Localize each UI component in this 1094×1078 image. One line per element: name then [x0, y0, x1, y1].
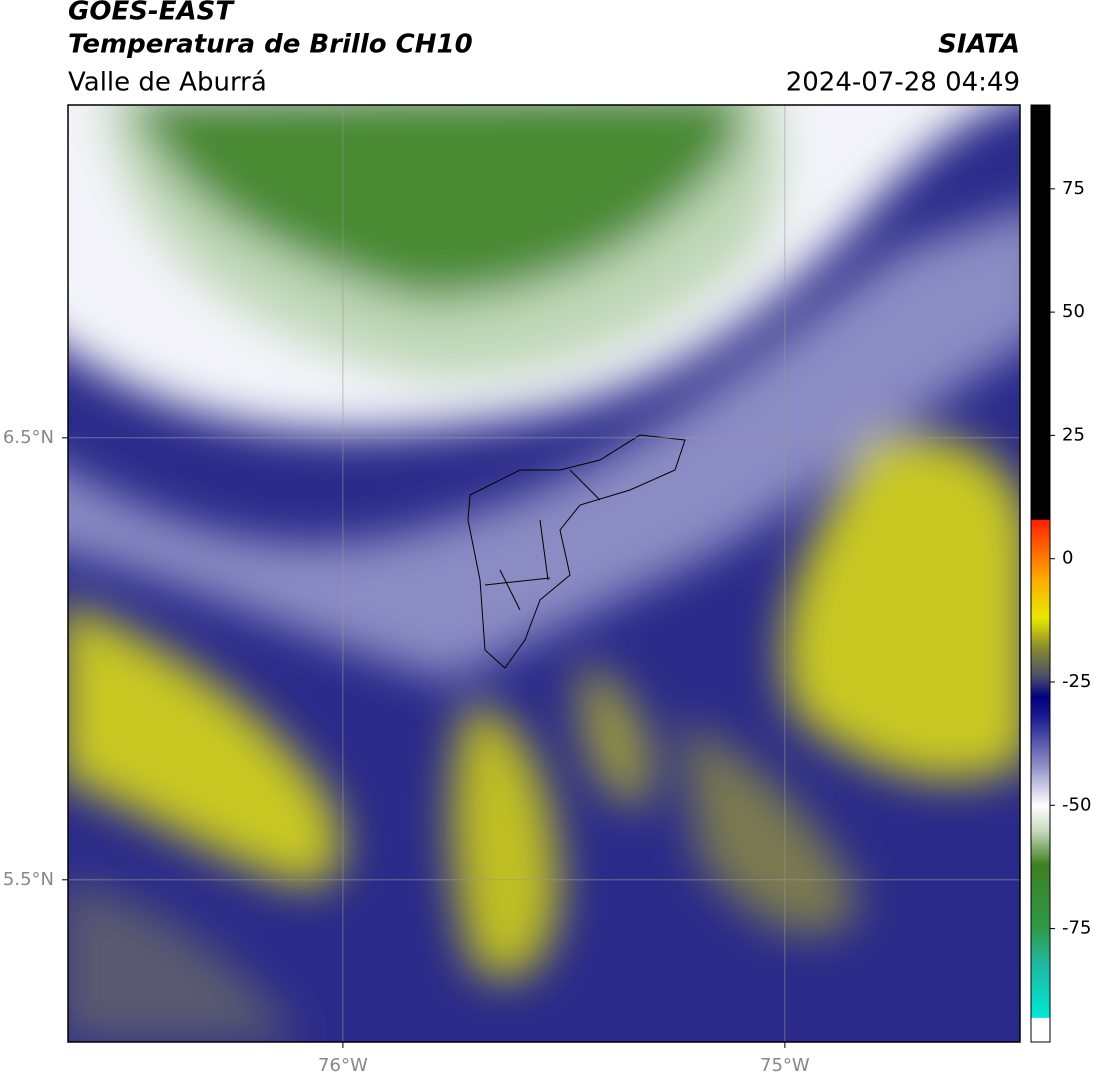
subtitle: Temperatura de Brillo CH10 [68, 30, 473, 60]
x-tick-label: 76°W [318, 1055, 368, 1076]
colorbar-segment [1031, 829, 1050, 865]
region: Valle de Aburrá [68, 68, 267, 98]
colorbar-tick-label: 75 [1062, 178, 1085, 199]
colorbar-tick-label: 25 [1062, 424, 1085, 445]
colorbar-segment [1031, 647, 1050, 678]
colorbar-tick-label: -25 [1062, 671, 1091, 692]
colorbar-segment [1031, 519, 1050, 579]
colorbar-frame [1030, 104, 1051, 1043]
colorbar-segment [1031, 864, 1050, 930]
colorbar-segment [1031, 963, 1050, 1018]
colorbar-segment [1031, 677, 1050, 698]
datetime: 2024-07-28 04:49 [786, 68, 1020, 98]
colorbar-segment [1031, 805, 1050, 831]
x-tick-label: 75°W [760, 1055, 810, 1076]
y-tick-label: 6.5°N [3, 427, 54, 448]
colorbar-tick-label: -50 [1062, 794, 1091, 815]
colorbar-segment [1031, 765, 1050, 806]
map-image [68, 105, 1020, 1042]
source: SIATA [938, 30, 1020, 60]
colorbar-tick-label: 0 [1062, 548, 1073, 569]
colorbar-segment [1031, 716, 1050, 767]
municipal-boundaries [467, 434, 686, 669]
colorbar-segment [1031, 696, 1050, 718]
y-tick-label: 5.5°N [3, 869, 54, 890]
colorbar-segment [1031, 617, 1050, 648]
colorbar-segment [1031, 928, 1050, 964]
colorbar-segment [1031, 578, 1050, 619]
title: GOES-EAST [68, 0, 235, 27]
colorbar-segment [1031, 1017, 1050, 1043]
colorbar-segment [1031, 105, 1050, 520]
colorbar-tick-label: -75 [1062, 918, 1091, 939]
colorbar-tick-label: 50 [1062, 301, 1085, 322]
map-frame [67, 104, 1021, 1043]
